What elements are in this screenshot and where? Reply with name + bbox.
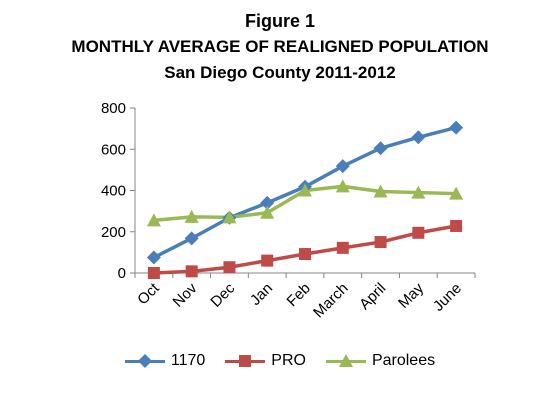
legend-marker-pro bbox=[239, 355, 252, 367]
legend-marker-1170 bbox=[137, 354, 152, 368]
legend: 1170 PRO Parolees bbox=[0, 352, 560, 375]
chart-subtitle: MONTHLY AVERAGE OF REALIGNED POPULATION bbox=[71, 37, 489, 56]
data-point-1170 bbox=[449, 120, 464, 135]
data-point-pro bbox=[336, 241, 349, 254]
legend-marker-shape bbox=[137, 354, 152, 368]
legend-marker-shape bbox=[338, 354, 353, 367]
x-tick-label: April bbox=[356, 280, 389, 313]
legend-item-1170: 1170 bbox=[124, 352, 206, 370]
data-point-pro bbox=[412, 226, 425, 239]
y-tick-label: 400 bbox=[101, 183, 126, 200]
legend-label-1170: 1170 bbox=[170, 352, 206, 369]
x-tick-label: March bbox=[310, 280, 351, 321]
legend-swatch-1170 bbox=[124, 352, 165, 370]
x-tick-label: Jan bbox=[247, 280, 276, 309]
data-point-pro bbox=[261, 254, 274, 267]
data-point-1170 bbox=[373, 141, 388, 156]
data-point-pro bbox=[223, 261, 236, 274]
x-tick-label: June bbox=[430, 280, 465, 315]
legend-marker-shape bbox=[239, 355, 252, 367]
y-tick-label: 0 bbox=[118, 265, 126, 282]
y-tick-labels: 0 200 400 600 800 bbox=[101, 100, 126, 282]
y-tick-label: 800 bbox=[101, 100, 126, 117]
data-point-parolees bbox=[146, 213, 161, 227]
x-tick-label: Oct bbox=[134, 279, 163, 308]
chart-subtitle-2: San Diego County 2011-2012 bbox=[164, 63, 396, 82]
y-tick-label: 600 bbox=[101, 141, 126, 158]
data-point-parolees bbox=[373, 184, 388, 198]
legend-marker-parolees bbox=[338, 354, 353, 367]
legend-item-parolees: Parolees bbox=[325, 352, 436, 370]
data-point-pro bbox=[450, 219, 463, 232]
data-point-1170 bbox=[146, 250, 161, 265]
y-tick-label: 200 bbox=[101, 224, 126, 241]
data-point-1170 bbox=[184, 231, 199, 246]
x-tick-label: Feb bbox=[284, 280, 314, 310]
data-point-1170 bbox=[335, 159, 350, 174]
data-point-parolees bbox=[222, 210, 237, 224]
data-point-1170 bbox=[260, 195, 275, 210]
data-point-pro bbox=[374, 236, 387, 249]
legend-label-pro: PRO bbox=[271, 352, 306, 369]
data-point-pro bbox=[147, 267, 160, 279]
legend-label-parolees: Parolees bbox=[371, 352, 436, 369]
x-tick-label: Nov bbox=[170, 279, 201, 310]
legend-item-pro: PRO bbox=[225, 352, 306, 370]
data-point-parolees bbox=[335, 179, 350, 193]
data-point-parolees bbox=[411, 185, 426, 199]
x-tick-label: May bbox=[395, 279, 427, 311]
chart-titles: Figure 1 MONTHLY AVERAGE OF REALIGNED PO… bbox=[0, 8, 560, 86]
data-point-parolees bbox=[184, 209, 199, 223]
chart-title: Figure 1 bbox=[244, 11, 315, 31]
data-point-pro bbox=[185, 265, 198, 278]
legend-swatch-parolees bbox=[325, 352, 366, 370]
data-point-parolees bbox=[298, 183, 312, 197]
data-point-1170 bbox=[411, 130, 426, 145]
data-point-pro bbox=[299, 248, 311, 261]
legend-swatch-pro bbox=[225, 352, 266, 370]
data-point-parolees bbox=[260, 205, 275, 219]
x-tick-label: Dec bbox=[207, 279, 238, 310]
data-point-parolees bbox=[449, 186, 464, 200]
series-markers bbox=[146, 120, 464, 279]
